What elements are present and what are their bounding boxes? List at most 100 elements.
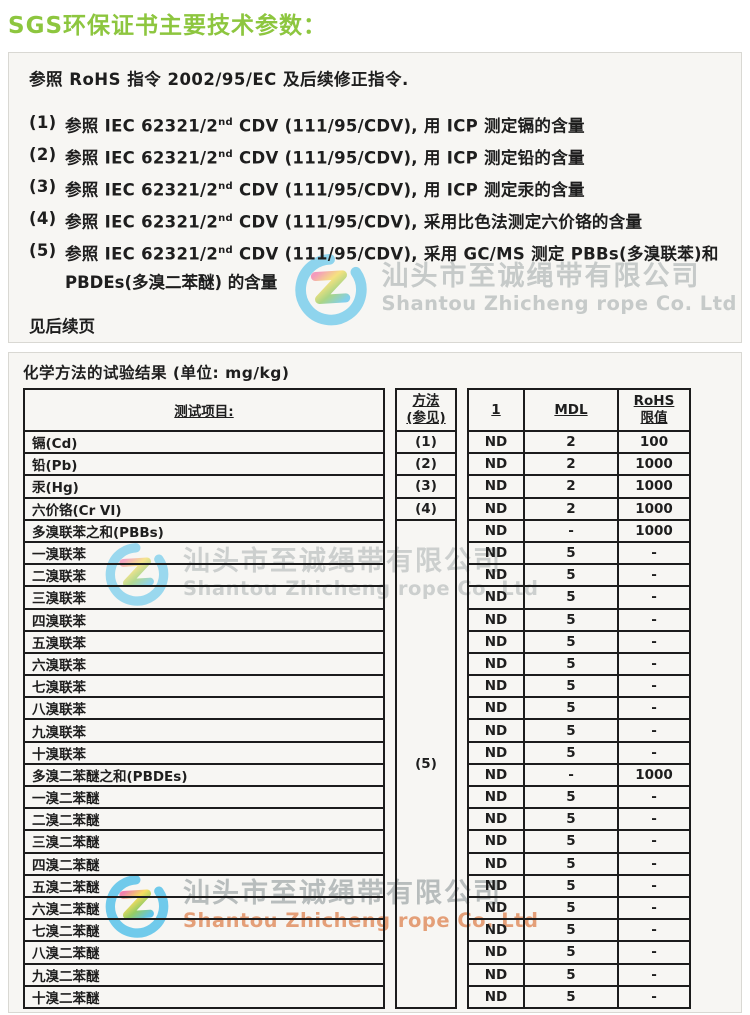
cell-mdl: 5: [523, 540, 619, 566]
table-gap: [384, 919, 396, 941]
cell-result-1: ND: [467, 452, 525, 477]
cell-result-1: ND: [467, 829, 525, 854]
cell-mdl: 5: [523, 629, 619, 654]
table-gap: [384, 830, 396, 852]
cell-test-item: 六溴联苯: [23, 651, 385, 677]
header-test-item: 测试项目:: [23, 388, 385, 432]
cell-test-item: 三溴二苯醚: [23, 829, 385, 854]
header-rohs-limit: RoHS 限值: [617, 388, 691, 432]
cell-test-item: 八溴二苯醚: [23, 940, 385, 965]
cell-rohs-limit: -: [617, 962, 691, 987]
table-row: 五溴二苯醚 ND 5-: [23, 873, 691, 898]
table-gap: [384, 586, 396, 608]
table-row: 三溴二苯醚 ND 5-: [23, 829, 691, 854]
cell-rohs-limit: -: [617, 651, 691, 677]
cell-test-item: 多溴二苯醚之和(PBDEs): [23, 762, 385, 788]
cell-method: (5): [395, 518, 457, 1009]
table-row: 多溴联苯之和(PBBs) (5) ND -1000: [23, 518, 691, 1009]
directive-text: 参照 RoHS 指令 2002/95/EC 及后续修正指令. (1) 参照 IE…: [9, 53, 741, 337]
cell-test-item: 六溴二苯醚: [23, 895, 385, 921]
cell-mdl: 5: [523, 829, 619, 854]
cell-method: (2): [395, 452, 457, 477]
cell-mdl: 5: [523, 984, 619, 1009]
table-gap: [456, 520, 468, 1008]
cell-result-1: ND: [467, 674, 525, 699]
cell-mdl: 2: [523, 496, 619, 521]
cell-rohs-limit: -: [617, 674, 691, 699]
table-header-row: 测试项目: 方法 (参见) 1 MDL RoHS 限值: [23, 388, 691, 432]
cell-method: (4): [395, 496, 457, 521]
cell-result-1: ND: [467, 585, 525, 610]
table-body: 镉(Cd) (1) ND 2 100 铅(Pb) (2) ND 2 1000 汞(Hg) (3) ND 2…: [23, 429, 691, 1009]
cell-test-item: 五溴二苯醚: [23, 873, 385, 898]
results-table: 测试项目: 方法 (参见) 1 MDL RoHS 限值 镉(Cd) (1) ND 2 100…: [23, 388, 691, 1009]
cell-test-item: 铅(Pb): [23, 452, 385, 477]
table-gap: [384, 389, 396, 431]
table-row: 八溴联苯 ND 5-: [23, 696, 691, 721]
cell-result-1: ND: [467, 629, 525, 654]
directive-item-2: (2) 参照 IEC 62321/2nd CDV (111/95/CDV), 用…: [29, 145, 585, 168]
cell-mdl: -: [523, 762, 619, 788]
cell-rohs-limit: 1000: [617, 496, 691, 521]
table-row: 汞(Hg) (3) ND 2 1000: [23, 474, 691, 499]
cell-rohs-limit: -: [617, 629, 691, 654]
table-gap: [384, 808, 396, 830]
cell-test-item: 多溴联苯之和(PBBs): [23, 518, 385, 543]
cell-mdl: 5: [523, 807, 619, 832]
cell-rohs-limit: -: [617, 895, 691, 921]
table-gap: [456, 475, 468, 497]
table-gap: [384, 764, 396, 786]
table-row: 十溴二苯醚 ND 5-: [23, 984, 691, 1009]
cell-rohs-limit: -: [617, 585, 691, 610]
cell-mdl: 2: [523, 452, 619, 477]
cell-mdl: 5: [523, 607, 619, 632]
cell-test-item: 十溴二苯醚: [23, 984, 385, 1009]
table-gap: [456, 389, 468, 431]
cell-test-item: 十溴联苯: [23, 740, 385, 765]
table-row: 七溴二苯醚 ND 5-: [23, 918, 691, 943]
directive-item-1: (1) 参照 IEC 62321/2nd CDV (111/95/CDV), 用…: [29, 113, 585, 136]
table-row: 四溴联苯 ND 5-: [23, 607, 691, 632]
table-gap: [384, 875, 396, 897]
cell-result-1: ND: [467, 429, 525, 455]
table-gap: [384, 653, 396, 675]
cell-test-item: 镉(Cd): [23, 429, 385, 455]
cell-method: (3): [395, 474, 457, 499]
cell-test-item: 九溴联苯: [23, 718, 385, 743]
cell-test-item: 二溴联苯: [23, 563, 385, 588]
cell-mdl: 5: [523, 674, 619, 699]
table-row: 七溴联苯 ND 5-: [23, 674, 691, 699]
cell-mdl: 5: [523, 740, 619, 765]
table-caption: 化学方法的试验结果 (单位: mg/kg): [23, 364, 290, 382]
table-gap: [456, 431, 468, 453]
cell-rohs-limit: -: [617, 563, 691, 588]
cell-mdl: 5: [523, 563, 619, 588]
cell-result-1: ND: [467, 873, 525, 898]
cell-mdl: 5: [523, 851, 619, 876]
table-gap: [384, 564, 396, 586]
table-gap: [384, 964, 396, 986]
cell-result-1: ND: [467, 918, 525, 943]
table-row: 六价铬(Cr VI) (4) ND 2 1000: [23, 496, 691, 521]
cell-test-item: 五溴联苯: [23, 629, 385, 654]
cell-result-1: ND: [467, 895, 525, 921]
cell-method: (1): [395, 429, 457, 455]
cell-result-1: ND: [467, 784, 525, 810]
cell-test-item: 二溴二苯醚: [23, 807, 385, 832]
cell-rohs-limit: 1000: [617, 474, 691, 499]
cell-test-item: 一溴二苯醚: [23, 784, 385, 810]
cell-rohs-limit: -: [617, 540, 691, 566]
table-gap: [384, 897, 396, 919]
cell-test-item: 七溴二苯醚: [23, 918, 385, 943]
cell-rohs-limit: 1000: [617, 762, 691, 788]
cell-test-item: 四溴联苯: [23, 607, 385, 632]
cell-mdl: 5: [523, 940, 619, 965]
table-gap: [384, 697, 396, 719]
cell-result-1: ND: [467, 940, 525, 965]
cell-result-1: ND: [467, 474, 525, 499]
cell-mdl: 2: [523, 429, 619, 455]
cell-rohs-limit: -: [617, 940, 691, 965]
cell-mdl: -: [523, 518, 619, 543]
table-gap: [384, 719, 396, 741]
cell-result-1: ND: [467, 718, 525, 743]
